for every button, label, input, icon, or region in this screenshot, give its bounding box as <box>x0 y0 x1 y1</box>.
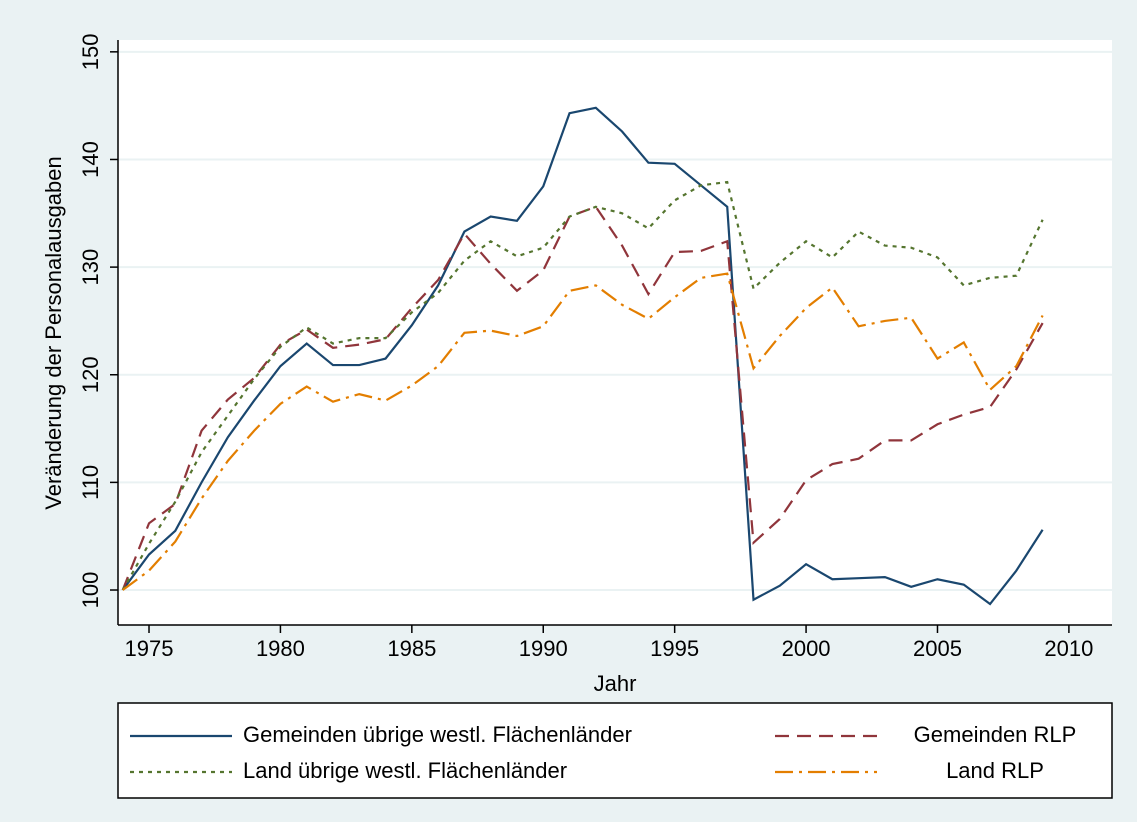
x-tick-label: 1985 <box>387 636 436 661</box>
legend <box>117 702 1113 799</box>
x-tick-label: 1990 <box>519 636 568 661</box>
legend-label: Land RLP <box>946 758 1044 783</box>
y-tick-label: 130 <box>78 249 103 286</box>
x-tick-label: 1995 <box>650 636 699 661</box>
x-tick-label: 2005 <box>913 636 962 661</box>
legend-label: Gemeinden RLP <box>914 722 1077 747</box>
x-tick-label: 1980 <box>256 636 305 661</box>
line-series <box>121 106 1044 606</box>
y-tick-label: 140 <box>78 141 103 178</box>
legend-label: Gemeinden übrige westl. Flächenländer <box>243 722 632 747</box>
y-tick-label: 150 <box>78 33 103 70</box>
y-tick-label: 100 <box>78 572 103 609</box>
legend-label: Land übrige westl. Flächenländer <box>243 758 567 783</box>
x-tick-label: 1975 <box>125 636 174 661</box>
y-axis-label: Veränderung der Personalausgaben <box>41 156 66 510</box>
line-series <box>122 272 1044 591</box>
x-axis-label: Jahr <box>594 671 637 696</box>
x-tick-label: 2000 <box>782 636 831 661</box>
x-tick-label: 2010 <box>1044 636 1093 661</box>
line-series <box>121 205 1044 591</box>
plot-area <box>118 40 1112 625</box>
y-tick-label: 110 <box>78 465 103 500</box>
y-tick-label: 120 <box>78 356 103 393</box>
